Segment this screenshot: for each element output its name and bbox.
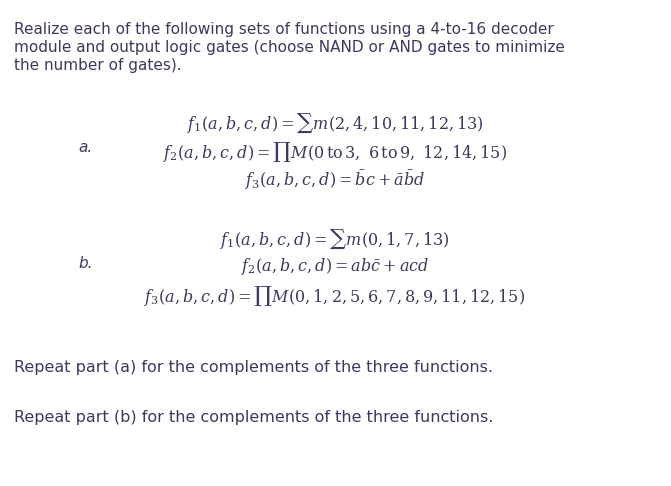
Text: Realize each of the following sets of functions using a 4-to-16 decoder: Realize each of the following sets of fu…	[14, 22, 554, 37]
Text: $f_2(a, b, c, d) = ab\bar{c} + acd$: $f_2(a, b, c, d) = ab\bar{c} + acd$	[241, 256, 429, 277]
Text: $f_1(a, b, c, d) = \sum m(0, 1, 7, 13)$: $f_1(a, b, c, d) = \sum m(0, 1, 7, 13)$	[220, 228, 450, 251]
Text: Repeat part (a) for the complements of the three functions.: Repeat part (a) for the complements of t…	[14, 360, 493, 375]
Text: Repeat part (b) for the complements of the three functions.: Repeat part (b) for the complements of t…	[14, 410, 493, 425]
Text: $f_3(a, b, c, d) = \bar{b}c + \bar{a}\bar{b}d$: $f_3(a, b, c, d) = \bar{b}c + \bar{a}\ba…	[245, 168, 425, 192]
Text: $f_3(a, b, c, d) = \prod M(0, 1, 2, 5, 6, 7, 8, 9, 11, 12, 15)$: $f_3(a, b, c, d) = \prod M(0, 1, 2, 5, 6…	[144, 284, 525, 308]
Text: module and output logic gates (choose NAND or AND gates to minimize: module and output logic gates (choose NA…	[14, 40, 565, 55]
Text: the number of gates).: the number of gates).	[14, 58, 182, 73]
Text: b.: b.	[78, 256, 93, 271]
Text: $f_2(a, b, c, d) = \prod M(0\,{\rm to}\,3,\ 6\,{\rm to}\,9,\ 12, 14, 15)$: $f_2(a, b, c, d) = \prod M(0\,{\rm to}\,…	[163, 140, 507, 164]
Text: $f_1(a, b, c, d) = \sum m(2, 4, 10, 11, 12, 13)$: $f_1(a, b, c, d) = \sum m(2, 4, 10, 11, …	[187, 112, 483, 135]
Text: a.: a.	[78, 140, 92, 155]
